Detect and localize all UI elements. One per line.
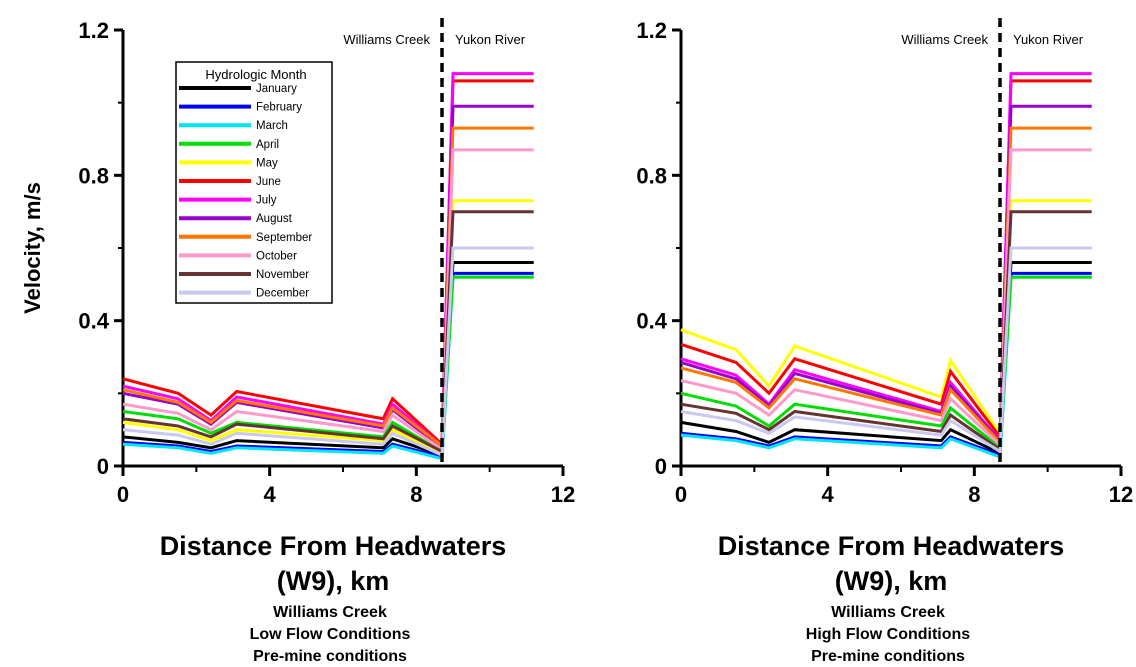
region-label-yukon-river: Yukon River [1013, 32, 1084, 47]
x-tick-label: 4 [822, 482, 835, 507]
series-line-october [680, 148, 1092, 449]
region-label-yukon-river: Yukon River [455, 32, 526, 47]
y-tick-label: 1.2 [636, 18, 667, 43]
series-line-december [680, 246, 1092, 455]
chart-high-flow: 0 0.4 0.8 1.2 0 4 8 12 Distance From Headwaters (… [636, 18, 1133, 665]
series-line-october [122, 148, 534, 453]
region-label-williams-creek: Williams Creek [343, 32, 430, 47]
legend-label-april: April [256, 139, 279, 151]
series-line-december [122, 246, 534, 458]
legend-label-july: July [256, 195, 277, 207]
y-tick-label: 0.8 [78, 163, 109, 188]
x-tick-label: 8 [968, 482, 980, 507]
x-tick-label: 4 [264, 482, 277, 507]
legend-label-march: March [256, 120, 288, 132]
x-tick-label: 12 [1109, 482, 1133, 507]
x-tick-label: 0 [117, 482, 129, 507]
caption-line: Williams Creek [831, 604, 945, 621]
x-tick-label: 0 [675, 482, 687, 507]
caption-line: Pre-mine conditions [811, 648, 965, 665]
x-axis-title: Distance From Headwaters [160, 531, 507, 561]
y-tick-label: 0.8 [636, 163, 667, 188]
legend-label-february: February [256, 102, 302, 114]
chart-low-flow: 0 0.4 0.8 1.2 0 4 8 12 Velocity, m/s Distance Fro… [20, 18, 575, 665]
legend-label-september: September [256, 232, 312, 244]
legend-label-december: December [256, 288, 309, 300]
x-axis-title-line2: (W9), km [835, 566, 948, 596]
caption-line: Low Flow Conditions [250, 626, 411, 643]
legend-label-november: November [256, 269, 309, 281]
legend-label-january: January [256, 83, 297, 95]
y-tick-label: 0.4 [78, 309, 109, 334]
legend-label-october: October [256, 250, 297, 262]
x-axis-title: Distance From Headwaters [718, 531, 1065, 561]
y-tick-label: 0.4 [636, 309, 667, 334]
caption-line: High Flow Conditions [806, 626, 971, 643]
y-axis-title: Velocity, m/s [20, 182, 45, 314]
legend-label-june: June [256, 176, 281, 188]
caption-line: Williams Creek [273, 604, 387, 621]
legend-label-august: August [256, 213, 293, 225]
y-tick-label: 0 [97, 454, 109, 479]
x-axis-title-line2: (W9), km [277, 566, 390, 596]
x-tick-label: 12 [551, 482, 575, 507]
legend-title: Hydrologic Month [205, 67, 306, 82]
x-tick-label: 8 [410, 482, 422, 507]
y-tick-label: 0 [655, 454, 667, 479]
region-label-williams-creek: Williams Creek [901, 32, 988, 47]
legend-label-may: May [256, 157, 278, 169]
caption-line: Pre-mine conditions [253, 648, 407, 665]
y-tick-label: 1.2 [78, 18, 109, 43]
